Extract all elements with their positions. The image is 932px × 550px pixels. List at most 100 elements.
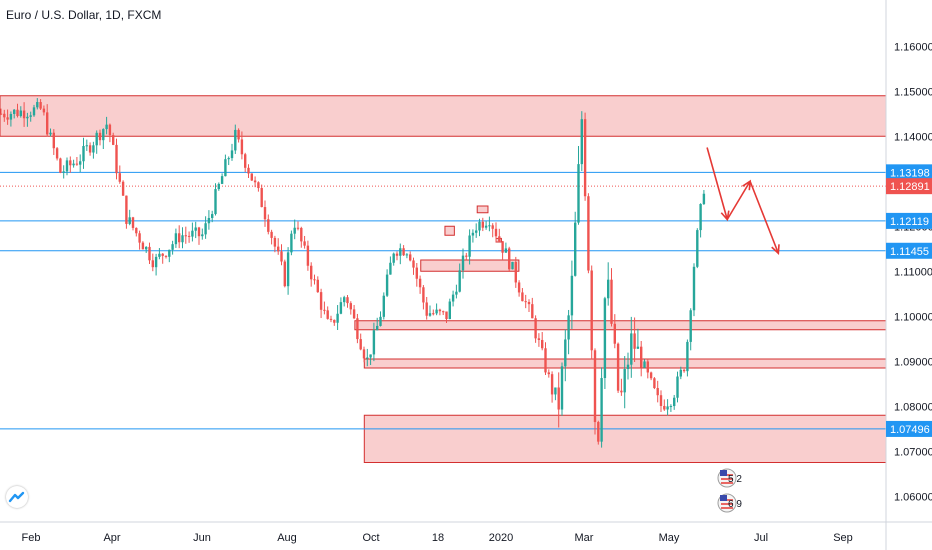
x-tick-label: Aug: [277, 532, 297, 544]
candle-body: [59, 158, 62, 173]
y-tick-label: 1.15000: [894, 86, 932, 98]
x-tick-label: Jun: [193, 532, 211, 544]
candle-body: [461, 255, 465, 271]
candle-body: [319, 292, 323, 310]
candle-body: [112, 135, 115, 145]
candle-body: [121, 181, 125, 196]
candle-body: [250, 173, 253, 181]
candle-body: [237, 129, 240, 140]
projection-arrow-line[interactable]: [706, 147, 729, 220]
candle-body: [6, 117, 9, 120]
candle-body: [343, 297, 346, 303]
candle-body: [418, 278, 422, 288]
candle-body: [484, 225, 488, 228]
projection-arrow-line[interactable]: [726, 180, 751, 220]
candle-body: [409, 254, 412, 261]
candle-body: [303, 241, 306, 246]
candle-body: [366, 357, 369, 359]
logo-glyph: [8, 491, 25, 503]
y-tick-label: 1.16000: [894, 41, 932, 53]
candle-body: [16, 109, 19, 117]
candle-body: [656, 388, 659, 396]
price-label: 1.12119: [890, 216, 929, 228]
price-label: 1.12891: [890, 181, 930, 193]
zone-support-1-07[interactable]: [363, 414, 887, 463]
candle-body: [521, 292, 524, 302]
candle-body: [207, 217, 211, 224]
candle-body: [191, 230, 194, 237]
candle-body: [349, 303, 352, 310]
y-tick-label: 1.09000: [894, 356, 932, 368]
candle-body: [465, 255, 468, 257]
candle-body: [593, 350, 597, 423]
candle-body: [174, 233, 178, 245]
candle-body: [69, 160, 72, 166]
candle-body: [85, 145, 88, 147]
x-tick-label: Mar: [575, 532, 594, 544]
candle-body: [435, 309, 438, 314]
candle-body: [541, 339, 544, 349]
candle-body: [534, 318, 537, 339]
candle-body: [187, 235, 191, 237]
candle-body: [537, 338, 541, 340]
candle-body: [676, 376, 679, 398]
candle-body: [151, 260, 154, 268]
candle-body: [564, 339, 567, 367]
candle-body: [600, 378, 603, 442]
x-tick-label: Feb: [22, 532, 41, 544]
candle-body: [610, 279, 613, 324]
candle-body: [673, 397, 676, 407]
y-tick-label: 1.07000: [894, 446, 932, 458]
candle-body: [686, 341, 689, 372]
price-axis: 1.160001.150001.140001.130001.120001.110…: [885, 0, 932, 550]
candle-body: [115, 144, 118, 174]
candle-body: [148, 246, 151, 261]
candle-body: [616, 343, 620, 391]
candle-body: [560, 366, 564, 410]
x-tick-label: Oct: [362, 532, 379, 544]
projection-arrow-line[interactable]: [749, 180, 780, 254]
zone-mini-2[interactable]: [476, 205, 489, 214]
candle-body: [488, 225, 491, 227]
candle-body: [277, 246, 280, 252]
projection-arrows-layer: [706, 147, 780, 255]
candle-body: [356, 318, 359, 340]
candle-body: [623, 369, 626, 393]
tradingview-logo-icon[interactable]: [6, 486, 28, 508]
candle-body: [224, 159, 227, 177]
candle-body: [154, 256, 158, 268]
candle-body: [217, 183, 220, 190]
candle-body: [98, 132, 102, 141]
candle-body: [699, 203, 702, 231]
candle-body: [382, 295, 385, 317]
candle-body: [128, 217, 131, 224]
candle-body: [184, 235, 187, 237]
candle-body: [392, 253, 395, 263]
price-label: 1.07496: [890, 424, 930, 436]
badges-layer: 5 2 6 9: [717, 468, 742, 513]
candle-body: [544, 348, 547, 373]
zone-resistance-top[interactable]: [0, 95, 887, 137]
candle-body: [92, 145, 95, 153]
candle-body: [399, 248, 402, 256]
zone-mini-1[interactable]: [444, 225, 455, 236]
candle-body: [346, 297, 349, 304]
candle-body: [692, 266, 696, 311]
zone-support-1-10[interactable]: [354, 320, 887, 331]
candle-body: [448, 301, 451, 320]
candle-body: [82, 145, 85, 162]
ideas-badge-1-count: 5 2: [728, 474, 742, 485]
candle-body: [240, 139, 244, 155]
candle-body: [468, 235, 471, 257]
candle-body: [336, 313, 339, 323]
candle-body: [283, 261, 286, 287]
candle-body: [161, 253, 164, 256]
candle-body: [501, 241, 504, 253]
candle-body: [55, 148, 59, 159]
candle-body: [352, 309, 356, 319]
candle-body: [669, 406, 673, 408]
candle-body: [504, 248, 508, 253]
candle-body: [72, 163, 75, 166]
candle-body: [36, 102, 39, 108]
